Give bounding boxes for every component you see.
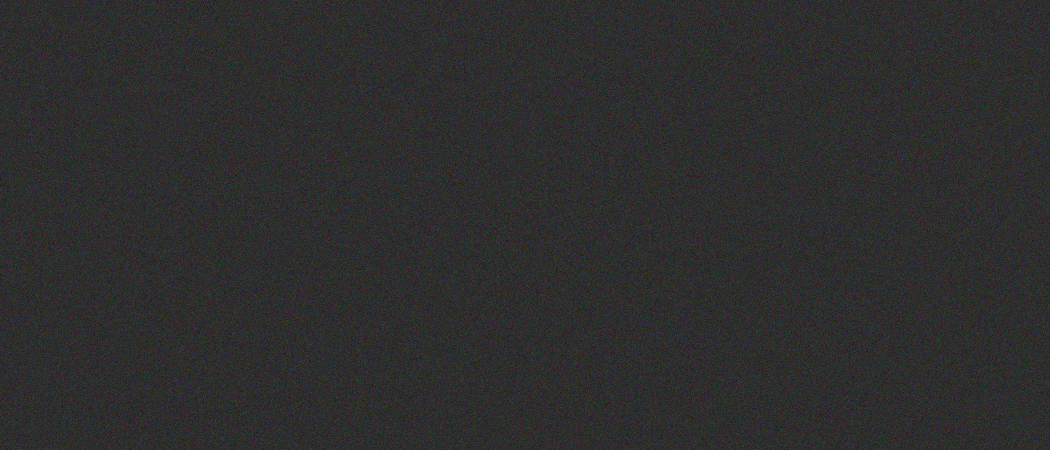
Bar xyxy=(428,315,454,392)
Bar xyxy=(786,207,811,392)
Bar xyxy=(214,333,239,392)
Text: 92: 92 xyxy=(814,247,834,261)
Text: 42: 42 xyxy=(216,316,236,331)
Text: 80: 80 xyxy=(384,264,404,278)
Bar xyxy=(668,336,693,392)
Text: 49: 49 xyxy=(503,307,522,321)
Text: 12: 12 xyxy=(99,359,119,373)
Bar xyxy=(643,270,668,392)
Text: 66: 66 xyxy=(574,283,593,297)
Bar xyxy=(739,320,764,392)
Text: 76: 76 xyxy=(360,269,379,283)
Bar xyxy=(143,292,167,392)
Bar xyxy=(382,280,407,392)
Text: 52: 52 xyxy=(742,302,762,317)
Text: 24: 24 xyxy=(170,342,190,356)
Bar xyxy=(929,118,954,392)
Text: 49: 49 xyxy=(528,307,547,321)
Text: 58: 58 xyxy=(717,294,737,308)
Text: 28: 28 xyxy=(74,336,93,350)
Bar xyxy=(454,339,479,392)
Bar xyxy=(96,375,121,392)
Text: 30: 30 xyxy=(885,333,905,347)
Bar xyxy=(286,364,311,392)
Text: 48: 48 xyxy=(600,308,618,322)
Text: 72: 72 xyxy=(145,274,165,288)
Text: 33: 33 xyxy=(313,329,333,343)
Text: 118: 118 xyxy=(856,211,885,225)
Bar xyxy=(596,325,622,392)
Text: 55: 55 xyxy=(432,298,450,312)
Text: 196: 196 xyxy=(927,101,957,116)
Bar xyxy=(500,324,525,392)
Bar xyxy=(311,346,336,392)
Text: 33: 33 xyxy=(242,329,261,343)
Text: 81: 81 xyxy=(957,262,977,276)
Legend: 3 Portugueses, 3 Brasileiros: 3 Portugueses, 3 Brasileiros xyxy=(368,40,682,75)
Text: 132: 132 xyxy=(784,191,813,205)
Text: 87: 87 xyxy=(646,254,666,268)
Bar xyxy=(571,300,596,392)
Text: 20: 20 xyxy=(289,347,308,361)
Bar xyxy=(357,286,382,392)
Bar xyxy=(714,311,739,392)
Bar xyxy=(811,264,836,392)
Text: 40: 40 xyxy=(671,320,690,333)
Bar xyxy=(883,350,907,392)
Bar xyxy=(858,227,883,392)
Bar xyxy=(167,359,192,392)
Text: 38: 38 xyxy=(457,322,476,336)
Bar xyxy=(525,324,550,392)
Bar xyxy=(239,346,264,392)
Bar xyxy=(954,279,979,392)
Bar xyxy=(71,353,96,392)
